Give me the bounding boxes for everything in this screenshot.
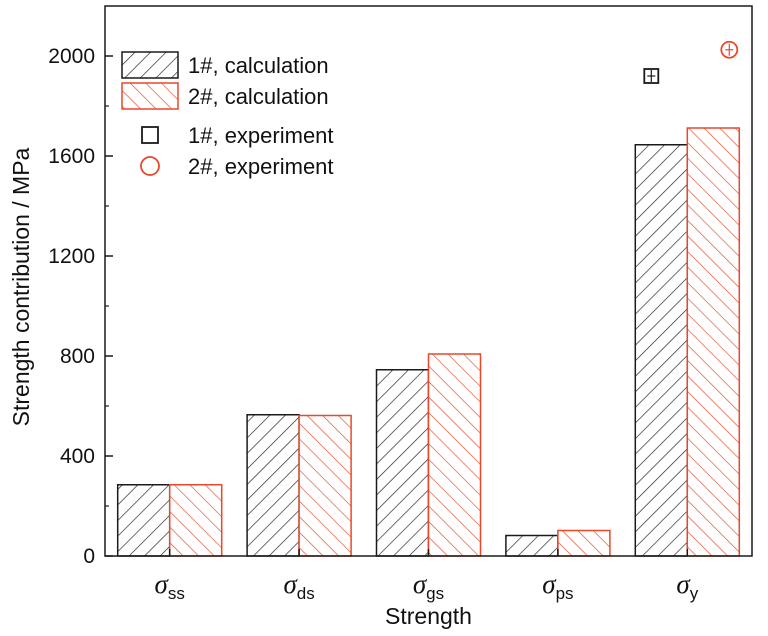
bar-series2-cat3 [427, 353, 482, 557]
y-tick-label: 1200 [48, 245, 95, 268]
x-tick-label: σss [155, 569, 185, 603]
bar-series2-cat1 [168, 484, 223, 557]
legend: 1#, calculation 2#, calculation 1#, experi… [121, 51, 334, 179]
legend-square-marker [141, 126, 159, 144]
bar-series1-cat1 [116, 484, 171, 557]
legend-label: 2#, calculation [188, 84, 329, 109]
legend-item-3: 1#, experiment [141, 123, 334, 148]
experiment-marker-2 [720, 40, 739, 59]
bars-layer [116, 127, 741, 557]
x-axis: σss σds σgs σps σy [155, 549, 699, 603]
legend-circle-marker [140, 156, 160, 176]
legend-swatch [121, 51, 179, 79]
y-tick-label: 400 [60, 445, 95, 468]
y-axis-title: Strength contribution / MPa [8, 147, 34, 426]
y-tick-label: 2000 [48, 45, 95, 68]
bar-series1-cat4 [505, 534, 559, 557]
experiment-markers-layer [643, 40, 739, 84]
bar-series1-cat2 [246, 414, 300, 557]
y-tick-label: 800 [60, 345, 95, 368]
legend-label: 1#, experiment [188, 123, 334, 148]
legend-item-1: 1#, calculation [121, 51, 329, 79]
legend-item-2: 2#, calculation [121, 82, 329, 110]
legend-swatch [121, 82, 179, 110]
experiment-marker-1 [643, 68, 660, 84]
x-axis-title: Strength [385, 603, 472, 629]
x-tick-label: σps [542, 569, 573, 603]
x-tick-label: σds [283, 569, 314, 603]
bar-series2-cat5 [686, 127, 741, 557]
bar-series1-cat5 [634, 144, 689, 557]
x-tick-label: σgs [413, 569, 444, 603]
y-axis: 0 400 800 1200 1600 2000 [48, 45, 113, 568]
y-tick-label: 0 [83, 545, 95, 568]
y-tick-label: 1600 [48, 145, 95, 168]
bar-series2-cat4 [557, 529, 611, 557]
x-tick-label: σy [676, 569, 698, 603]
legend-label: 2#, experiment [188, 154, 334, 179]
bar-series1-cat3 [375, 369, 430, 557]
bar-series2-cat2 [298, 414, 352, 557]
legend-label: 1#, calculation [188, 53, 329, 78]
legend-item-4: 2#, experiment [140, 154, 334, 179]
